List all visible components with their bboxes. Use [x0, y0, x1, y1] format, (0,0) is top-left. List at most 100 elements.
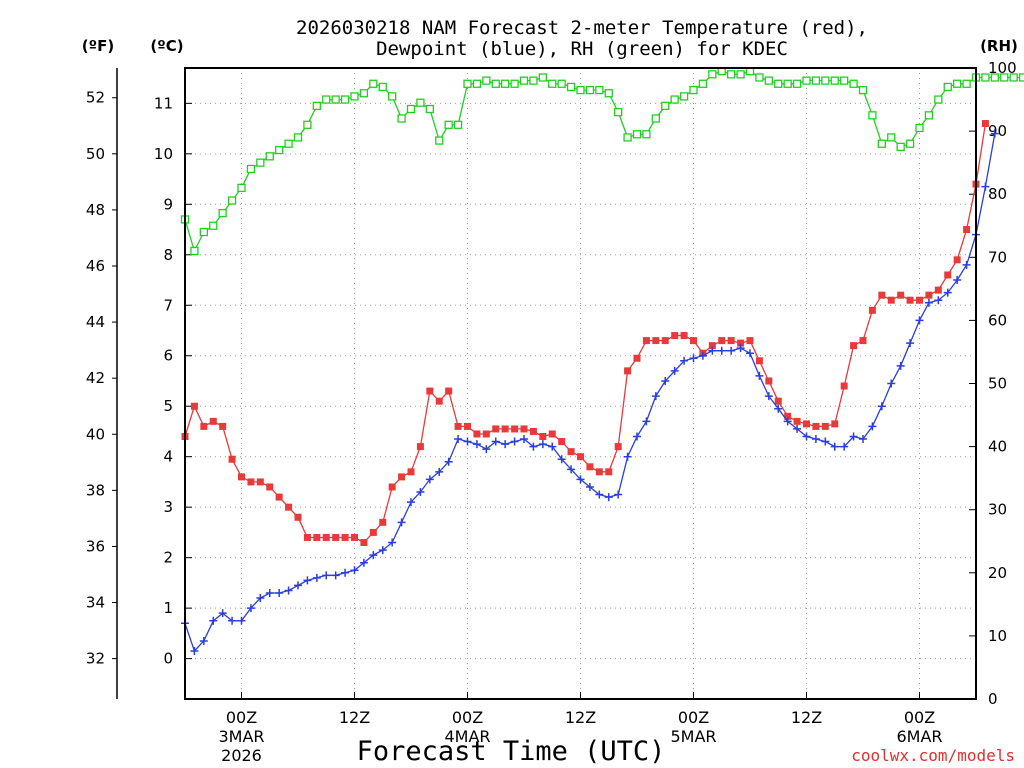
dewpoint-point	[576, 475, 585, 484]
dewpoint-point	[623, 452, 632, 461]
temperature-point	[464, 422, 471, 430]
temperature-point	[209, 417, 217, 425]
temperature-point	[567, 448, 575, 456]
temperature-point	[190, 402, 198, 410]
temperature-point	[266, 483, 274, 491]
rh-point	[397, 114, 406, 123]
temperature-point	[473, 430, 481, 438]
rh-point	[435, 136, 444, 145]
temperature-point	[840, 382, 848, 390]
temperature-point	[755, 357, 763, 365]
dewpoint-point	[943, 288, 952, 297]
celsius-tick-label: 5	[163, 397, 173, 415]
temperature-point	[784, 412, 792, 420]
temperature-point	[897, 291, 905, 299]
celsius-tick-label: 6	[163, 347, 173, 365]
rh-point	[501, 79, 510, 88]
dewpoint-point	[378, 546, 387, 555]
temperature-point	[642, 337, 650, 345]
credit-text: coolwx.com/models	[851, 746, 1015, 765]
rh-point	[378, 82, 387, 92]
rh-tick-label: 10	[988, 627, 1007, 645]
dewpoint-point	[463, 437, 472, 446]
dewpoint-point	[811, 435, 820, 444]
temperature-point	[605, 468, 613, 476]
temperature-point	[256, 478, 264, 486]
rh-point	[943, 82, 952, 92]
rh-point	[359, 89, 369, 98]
dewpoint-point	[859, 435, 867, 444]
temperature-point	[577, 453, 584, 461]
rh-point	[510, 79, 519, 88]
dewpoint-point	[256, 594, 265, 603]
dewpoint-point	[312, 573, 321, 582]
temperature-point	[916, 296, 923, 304]
temperature-point	[774, 397, 782, 405]
temperature-point	[238, 473, 245, 481]
rh-point	[764, 76, 773, 85]
dewpoint-point	[736, 344, 745, 353]
temperature-point	[219, 422, 227, 430]
rh-point	[472, 79, 482, 88]
temperature-point	[454, 422, 462, 430]
temperature-point	[379, 518, 387, 526]
rh-point	[604, 89, 613, 98]
year-label: 2026	[221, 746, 262, 765]
dewpoint-point	[962, 260, 971, 269]
rh-point	[340, 95, 350, 104]
rh-point	[548, 79, 557, 88]
rh-point	[1009, 73, 1018, 82]
temperature-point	[529, 427, 537, 435]
dewpoint-point	[783, 417, 792, 426]
x-axis-title: Forecast Time (UTC)	[357, 736, 666, 767]
dewpoint-point	[727, 346, 736, 355]
dewpoint-point	[237, 616, 246, 625]
temperature-point	[981, 120, 989, 128]
rh-point	[614, 108, 623, 117]
dewpoint-point	[284, 586, 293, 595]
celsius-tick-label: 1	[163, 599, 173, 617]
rh-point	[755, 73, 764, 82]
temperature-point	[934, 286, 942, 294]
temperature-point	[247, 478, 255, 486]
dewpoint-point	[275, 588, 284, 597]
rh-point	[821, 76, 830, 85]
dewpoint-point	[840, 442, 849, 451]
temperature-point	[548, 430, 556, 438]
dewpoint-point	[717, 346, 726, 355]
dewpoint-point	[595, 490, 604, 499]
temperature-point	[539, 433, 547, 441]
rh-point	[962, 79, 971, 88]
temperature-point	[746, 337, 754, 345]
rh-point	[981, 73, 990, 82]
dewpoint-point	[670, 366, 679, 375]
temperature-point	[482, 430, 490, 438]
temperature-point	[586, 463, 594, 471]
rh-point	[256, 158, 265, 167]
date-label: 4MAR	[444, 727, 490, 746]
temperature-point	[351, 533, 358, 541]
rh-tick-label: 90	[988, 122, 1007, 140]
dewpoint-point	[482, 445, 491, 454]
rh-point	[896, 142, 905, 152]
rh-point	[651, 114, 660, 123]
dewpoint-point	[190, 647, 199, 656]
rh-point	[802, 76, 811, 85]
rh-point	[566, 82, 576, 92]
rh-point	[322, 95, 331, 104]
dewpoint-point	[887, 379, 896, 388]
dewpoint-point	[661, 376, 670, 385]
dewpoint-point	[557, 455, 566, 464]
celsius-tick-label: 8	[163, 246, 173, 264]
dewpoint-point	[953, 276, 962, 285]
rh-point	[463, 79, 472, 88]
time-tick-label: 00Z	[226, 708, 257, 727]
temperature-point	[360, 539, 368, 547]
dewpoint-point	[981, 182, 990, 191]
dewpoint-point	[472, 440, 481, 449]
temperature-point	[294, 513, 302, 521]
temperature-point	[850, 342, 858, 350]
